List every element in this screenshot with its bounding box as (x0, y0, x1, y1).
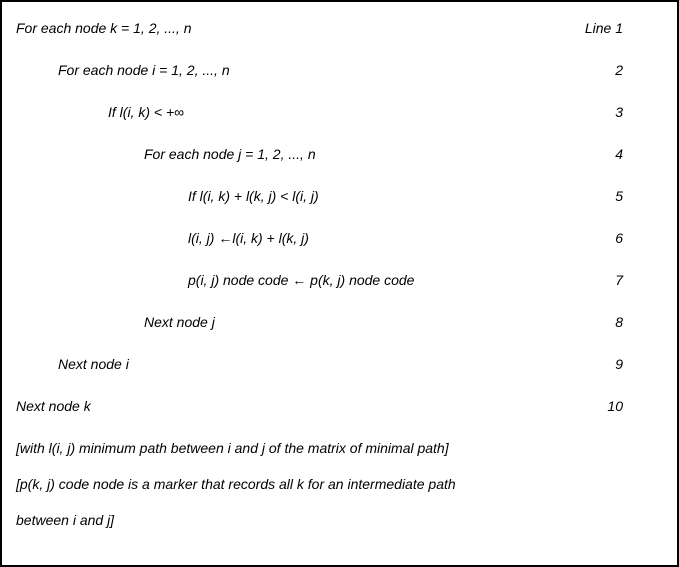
infinity-symbol: ∞ (174, 104, 184, 120)
line-label: 2 (615, 62, 659, 78)
code-text: Next node i (16, 356, 129, 372)
code-text: l(i, j) ←l(i, k) + l(k, j) (16, 230, 309, 246)
code-text: If l(i, k) + l(k, j) < l(i, j) (16, 188, 319, 204)
code-text-a: p(i, j) node code (188, 272, 292, 288)
code-text: p(i, j) node code ← p(k, j) node code (16, 272, 414, 288)
code-line-9: Next node i 9 (16, 356, 659, 372)
code-text: For each node j = 1, 2, ..., n (16, 146, 316, 162)
code-line-10: Next node k 10 (16, 398, 659, 414)
line-label: Line 1 (585, 20, 659, 36)
line-label: 8 (615, 314, 659, 330)
code-text: Next node k (16, 398, 91, 414)
code-text: For each node k = 1, 2, ..., n (16, 20, 192, 36)
code-text: Next node j (16, 314, 215, 330)
line-label: 7 (615, 272, 659, 288)
footer-line-3: between i and j] (16, 512, 659, 528)
code-line-6: l(i, j) ←l(i, k) + l(k, j) 6 (16, 230, 659, 246)
code-text: If l(i, k) < +∞ (16, 104, 184, 120)
code-line-8: Next node j 8 (16, 314, 659, 330)
line-label: 6 (615, 230, 659, 246)
code-line-1: For each node k = 1, 2, ..., n Line 1 (16, 20, 659, 36)
code-text-b: l(i, k) + l(k, j) (232, 230, 309, 246)
code-line-2: For each node i = 1, 2, ..., n 2 (16, 62, 659, 78)
code-text-pre: If l(i, k) < + (108, 104, 174, 120)
line-label: 3 (615, 104, 659, 120)
code-line-5: If l(i, k) + l(k, j) < l(i, j) 5 (16, 188, 659, 204)
line-label: 5 (615, 188, 659, 204)
code-text-a: l(i, j) (188, 230, 218, 246)
left-arrow-icon: ← (218, 230, 232, 246)
code-line-7: p(i, j) node code ← p(k, j) node code 7 (16, 272, 659, 288)
code-line-3: If l(i, k) < +∞ 3 (16, 104, 659, 120)
footer-notes: [with l(i, j) minimum path between i and… (16, 440, 659, 528)
left-arrow-icon: ← (292, 272, 306, 288)
footer-line-1: [with l(i, j) minimum path between i and… (16, 440, 659, 456)
footer-line-2: [p(k, j) code node is a marker that reco… (16, 476, 659, 492)
line-label: 10 (607, 398, 659, 414)
line-label: 4 (615, 146, 659, 162)
code-text-b: p(k, j) node code (306, 272, 414, 288)
code-text: For each node i = 1, 2, ..., n (16, 62, 230, 78)
algorithm-box: For each node k = 1, 2, ..., n Line 1 Fo… (0, 0, 679, 567)
code-line-4: For each node j = 1, 2, ..., n 4 (16, 146, 659, 162)
line-label: 9 (615, 356, 659, 372)
